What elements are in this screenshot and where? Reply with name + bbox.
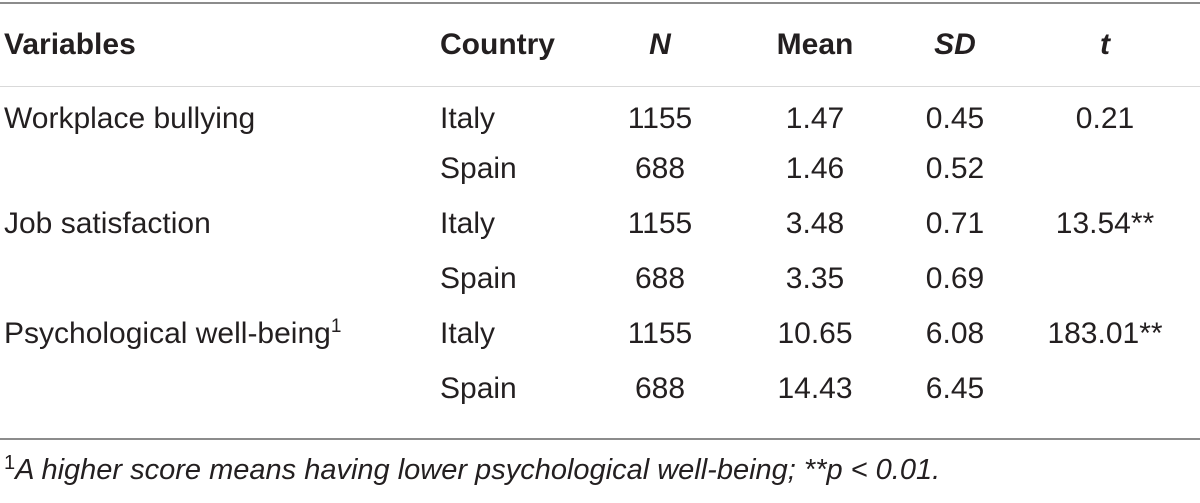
table-row: Spain 688 3.35 0.69 — [0, 251, 1200, 306]
cell-sd: 6.45 — [925, 371, 985, 405]
cell-n: 1155 — [627, 316, 693, 350]
cell-mean: 1.47 — [785, 101, 845, 135]
cell-t — [1010, 251, 1200, 306]
cell-mean: 14.43 — [777, 371, 853, 405]
header-country: Country — [440, 28, 555, 61]
header-sd: SD — [934, 28, 976, 61]
header-n: N — [649, 28, 671, 61]
cell-mean: 3.48 — [785, 206, 845, 240]
cell-n: 688 — [634, 261, 686, 295]
cell-country: Spain — [440, 261, 517, 295]
cell-n: 1155 — [627, 101, 693, 135]
cell-sd: 0.52 — [925, 151, 985, 185]
cell-t: 183.01** — [1047, 316, 1163, 350]
cell-n: 688 — [634, 371, 686, 405]
table-row: Job satisfaction Italy 1155 3.48 0.71 13… — [0, 196, 1200, 251]
cell-country: Spain — [440, 151, 517, 185]
cell-t — [1010, 361, 1200, 416]
table-top-rule — [0, 2, 1200, 4]
table-footnote: 1A higher score means having lower psych… — [4, 453, 941, 486]
cell-sd: 6.08 — [925, 316, 985, 350]
statistics-table: Variables Country N Mean SD t Workplace … — [0, 4, 1200, 416]
footnote-text: A higher score means having lower psycho… — [15, 454, 941, 486]
header-mean: Mean — [776, 28, 854, 61]
header-variables: Variables — [4, 28, 136, 61]
cell-country: Italy — [440, 206, 496, 240]
cell-variable — [0, 251, 440, 306]
cell-n: 688 — [634, 151, 686, 185]
cell-n: 1155 — [627, 206, 693, 240]
table-row: Psychological well-being1 Italy 1155 10.… — [0, 306, 1200, 361]
table-header-rule — [0, 86, 1200, 87]
table-row: Spain 688 14.43 6.45 — [0, 361, 1200, 416]
header-t: t — [1100, 28, 1110, 61]
cell-sd: 0.69 — [925, 261, 985, 295]
cell-variable: Job satisfaction — [4, 206, 211, 240]
table-bottom-rule — [0, 438, 1200, 440]
cell-variable: Psychological well-being1 — [4, 315, 342, 350]
cell-variable: Workplace bullying — [4, 101, 256, 135]
cell-t: 13.54** — [1055, 206, 1155, 240]
table-row: Workplace bullying Italy 1155 1.47 0.45 … — [0, 86, 1200, 141]
cell-mean: 3.35 — [785, 261, 845, 295]
cell-variable — [0, 141, 440, 196]
footnote-marker: 1 — [4, 452, 16, 474]
cell-country: Spain — [440, 371, 517, 405]
cell-t — [1010, 141, 1200, 196]
cell-sd: 0.45 — [925, 101, 985, 135]
cell-sd: 0.71 — [925, 206, 985, 240]
cell-mean: 1.46 — [785, 151, 845, 185]
cell-country: Italy — [440, 101, 496, 135]
table-row: Spain 688 1.46 0.52 — [0, 141, 1200, 196]
cell-t: 0.21 — [1075, 101, 1135, 135]
cell-variable — [0, 361, 440, 416]
cell-mean: 10.65 — [777, 316, 853, 350]
cell-country: Italy — [440, 316, 496, 350]
table-header-row: Variables Country N Mean SD t — [0, 4, 1200, 86]
